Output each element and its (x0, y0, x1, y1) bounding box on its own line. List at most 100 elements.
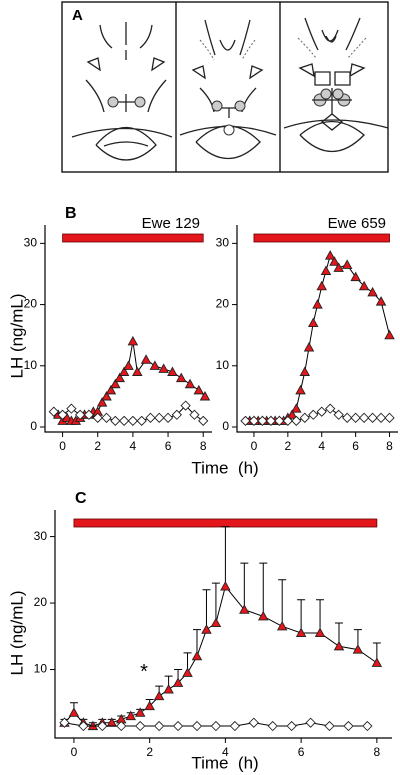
triangle-marker (191, 650, 203, 661)
triangle-marker (291, 403, 302, 413)
diamond-marker (78, 720, 89, 732)
diamond-marker (248, 415, 260, 427)
diamond-marker (92, 412, 103, 423)
triangle-marker (320, 265, 332, 275)
diamond-marker (48, 406, 59, 417)
triangle-marker (295, 627, 307, 638)
diamond-marker (110, 415, 121, 427)
diamond-marker (286, 720, 297, 732)
error-bar (221, 526, 230, 587)
triangle-marker (220, 581, 231, 591)
significance-mark: * (140, 661, 148, 683)
triangle-marker (172, 677, 184, 687)
error-bar (240, 562, 249, 610)
triangle-marker (358, 280, 370, 291)
diamond-marker (83, 409, 95, 420)
axis (236, 225, 398, 433)
triangle-marker (134, 707, 146, 717)
triangle-marker (350, 271, 361, 282)
error-bar (316, 599, 325, 633)
triangle-marker (299, 366, 311, 376)
x-tick-label: 4 (318, 439, 325, 453)
diamond-marker (343, 720, 354, 732)
triangle-marker (367, 286, 378, 297)
error-bar (211, 582, 220, 623)
x-tick-label: 6 (165, 439, 172, 453)
triangle-marker (286, 409, 298, 419)
diamond-marker (171, 409, 182, 420)
triangle-marker (324, 250, 336, 260)
diamond-marker (97, 720, 108, 732)
triangle-marker (132, 366, 143, 376)
x-tick-label: 0 (251, 439, 258, 453)
triangle-marker (333, 262, 344, 272)
triangle-marker (312, 299, 323, 309)
panel-label: C (75, 490, 87, 507)
diamond-marker (229, 720, 240, 732)
diamond-marker (305, 717, 316, 728)
diamond-marker (267, 720, 278, 732)
y-tick-label: 20 (216, 297, 230, 311)
triangle-marker (114, 372, 125, 383)
diamond-marker (265, 415, 277, 427)
triangle-marker (144, 700, 155, 711)
diamond-marker (384, 412, 395, 423)
x-tick-label: 2 (284, 439, 291, 453)
y-tick-label: 30 (24, 236, 38, 250)
diamond-marker (59, 717, 70, 728)
y-tick-label: 10 (216, 358, 230, 372)
triangle-marker (307, 317, 319, 327)
y-tick-label: 20 (34, 595, 48, 609)
diamond-marker (135, 720, 146, 732)
triangle-marker (118, 366, 130, 376)
annotation: Ewe 129 (142, 215, 200, 232)
diamond-marker (350, 412, 361, 423)
triangle-marker (184, 378, 196, 389)
diamond-marker (291, 415, 302, 427)
triangle-marker (352, 644, 364, 654)
x-axis-label: Time (h) (191, 753, 258, 772)
diamond-marker (308, 409, 319, 420)
panel-label: A (72, 7, 83, 24)
triangle-marker (149, 360, 161, 370)
triangle-marker (101, 390, 112, 401)
y-tick-label: 30 (34, 529, 48, 543)
series-line (249, 254, 391, 422)
triangle-marker (96, 397, 108, 407)
triangle-marker (257, 610, 269, 621)
x-tick-label: 2 (146, 745, 153, 759)
diamond-marker (66, 403, 77, 414)
y-axis-label: LH (ng/mL) (7, 590, 26, 675)
diamond-marker (358, 412, 370, 423)
triangle-marker (316, 280, 328, 291)
diamond-marker (101, 412, 112, 423)
triangle-marker (123, 360, 134, 370)
panel-a: A (61, 1, 389, 173)
diamond-marker (154, 412, 165, 423)
diamond-marker (282, 415, 293, 427)
x-tick-label: 4 (222, 745, 229, 759)
diamond-marker (367, 412, 378, 423)
triangle-marker (125, 710, 136, 721)
x-tick-label: 4 (130, 439, 137, 453)
diamond-marker (172, 720, 184, 732)
triangle-marker (303, 341, 315, 352)
y-tick-label: 0 (222, 419, 229, 433)
panel-label: B (65, 205, 77, 222)
annotation: Ewe 659 (328, 215, 386, 232)
diamond-marker (180, 400, 191, 411)
y-tick-label: 30 (216, 236, 230, 250)
diamond-marker (191, 720, 203, 732)
triangle-marker (110, 378, 121, 389)
diamond-marker (375, 412, 387, 423)
diamond-marker (210, 720, 222, 732)
diamond-marker (116, 720, 127, 732)
x-tick-label: 8 (374, 745, 381, 759)
triangle-marker (153, 690, 165, 701)
triangle-marker (329, 256, 340, 266)
diamond-marker (333, 409, 344, 420)
triangle-marker (68, 707, 80, 717)
section-3 (283, 17, 389, 153)
